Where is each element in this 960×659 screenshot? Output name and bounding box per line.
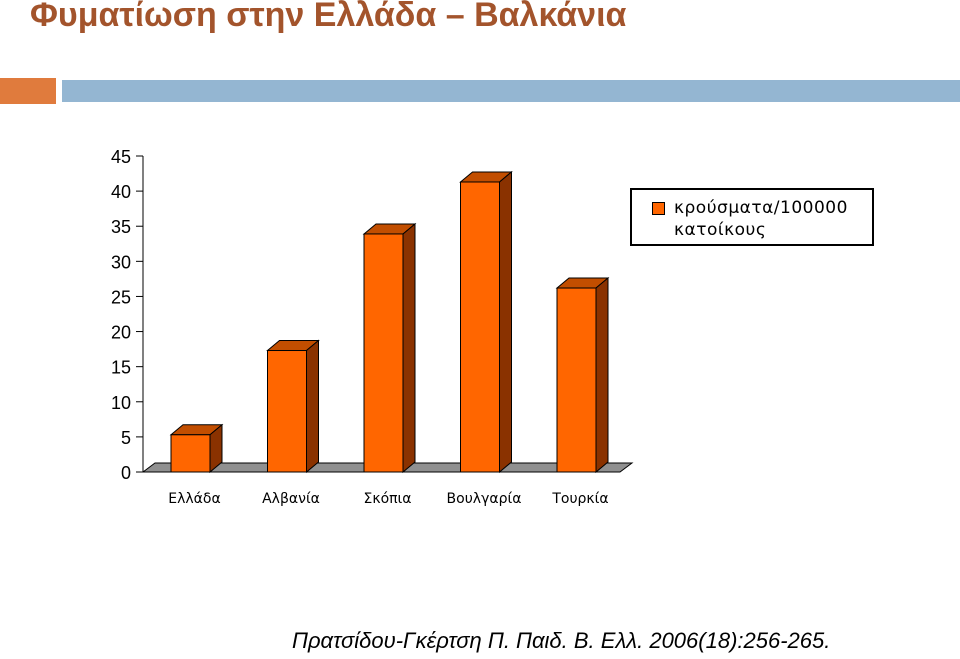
x-category-label: Αλβανία (262, 491, 320, 507)
bar-1 (170, 434, 211, 473)
bar-side-face (595, 276, 609, 474)
y-tick-label: 20 (111, 323, 131, 343)
x-category-label: Τουρκία (551, 491, 608, 507)
x-category-label: Σκόπια (363, 491, 411, 507)
chart-legend: κρούσματα/100000 κατοίκους (630, 188, 874, 246)
y-tick-label: 30 (111, 252, 131, 272)
accent-bar-orange (0, 78, 56, 104)
y-tick-label: 5 (121, 428, 131, 448)
legend-label-line-2: κατοίκους (674, 220, 767, 240)
accent-bar-blue (62, 80, 960, 102)
bar-side-face (499, 170, 512, 474)
legend-swatch (652, 202, 665, 215)
slide-title: Φυματίωση στην Ελλάδα – Βαλκάνια (30, 0, 627, 34)
legend-label-line-1: κρούσματα/100000 (674, 198, 848, 218)
y-tick-label: 25 (111, 287, 131, 307)
bar-4 (460, 181, 500, 473)
bar-5 (556, 287, 597, 473)
y-tick-label: 40 (111, 182, 131, 202)
citation: Πρατσίδου-Γκέρτση Π. Παιδ. Β. Ελλ. 2006(… (292, 628, 831, 653)
y-tick-label: 10 (111, 393, 131, 413)
x-category-label: Ελλάδα (168, 491, 220, 507)
x-category-label: Βουλγαρία (447, 491, 522, 507)
bar-side-face (306, 339, 319, 474)
bar-3 (363, 233, 404, 473)
y-tick-label: 35 (111, 217, 131, 237)
y-tick-label: 45 (111, 147, 131, 167)
y-tick-label: 15 (111, 358, 131, 378)
legend-label: κρούσματα/100000 κατοίκους (674, 197, 874, 241)
bar-2 (267, 350, 307, 473)
bar-side-face (402, 222, 416, 474)
y-tick-label: 0 (121, 463, 131, 483)
